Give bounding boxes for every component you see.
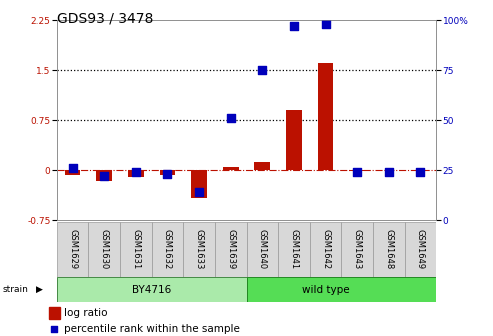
Point bbox=[353, 169, 361, 175]
Point bbox=[100, 173, 108, 179]
Text: GSM1632: GSM1632 bbox=[163, 229, 172, 269]
Bar bbox=[317, 64, 333, 170]
Point bbox=[290, 24, 298, 29]
Bar bbox=[88, 222, 120, 277]
Point bbox=[321, 22, 329, 27]
Bar bbox=[286, 110, 302, 170]
Text: log ratio: log ratio bbox=[64, 308, 107, 318]
Bar bbox=[246, 277, 436, 302]
Point bbox=[195, 190, 203, 195]
Bar bbox=[120, 222, 152, 277]
Text: GSM1649: GSM1649 bbox=[416, 229, 425, 269]
Point bbox=[132, 169, 140, 175]
Text: GSM1640: GSM1640 bbox=[258, 229, 267, 269]
Bar bbox=[65, 170, 80, 175]
Text: GSM1642: GSM1642 bbox=[321, 229, 330, 269]
Bar bbox=[341, 222, 373, 277]
Text: GSM1641: GSM1641 bbox=[289, 229, 298, 269]
Text: BY4716: BY4716 bbox=[132, 285, 171, 295]
Point bbox=[69, 165, 76, 171]
Text: GSM1630: GSM1630 bbox=[100, 229, 108, 269]
Bar bbox=[57, 222, 88, 277]
Bar bbox=[215, 222, 246, 277]
Bar bbox=[128, 170, 143, 177]
Text: percentile rank within the sample: percentile rank within the sample bbox=[64, 324, 240, 334]
Text: GDS93 / 3478: GDS93 / 3478 bbox=[57, 12, 153, 26]
Text: GSM1648: GSM1648 bbox=[385, 229, 393, 269]
Bar bbox=[405, 222, 436, 277]
Bar bbox=[191, 170, 207, 198]
Bar bbox=[246, 222, 278, 277]
Text: strain: strain bbox=[2, 285, 28, 294]
Text: GSM1643: GSM1643 bbox=[352, 229, 362, 269]
Text: GSM1639: GSM1639 bbox=[226, 229, 235, 269]
Bar bbox=[350, 170, 365, 171]
Text: GSM1633: GSM1633 bbox=[195, 229, 204, 270]
Bar bbox=[160, 170, 176, 175]
Point bbox=[417, 169, 424, 175]
Point bbox=[164, 171, 172, 177]
Text: wild type: wild type bbox=[302, 285, 350, 295]
Point bbox=[348, 253, 356, 259]
Point bbox=[227, 116, 235, 121]
Bar bbox=[373, 222, 405, 277]
Bar bbox=[152, 222, 183, 277]
Point bbox=[385, 169, 393, 175]
Bar bbox=[96, 170, 112, 181]
Bar bbox=[310, 222, 341, 277]
Bar bbox=[223, 167, 239, 170]
Bar bbox=[183, 222, 215, 277]
Bar bbox=[49, 307, 60, 320]
Text: GSM1629: GSM1629 bbox=[68, 229, 77, 269]
Point bbox=[258, 68, 266, 73]
Text: ▶: ▶ bbox=[35, 285, 42, 294]
Bar bbox=[278, 222, 310, 277]
Bar bbox=[254, 162, 270, 170]
Bar bbox=[57, 277, 246, 302]
Text: GSM1631: GSM1631 bbox=[131, 229, 141, 269]
